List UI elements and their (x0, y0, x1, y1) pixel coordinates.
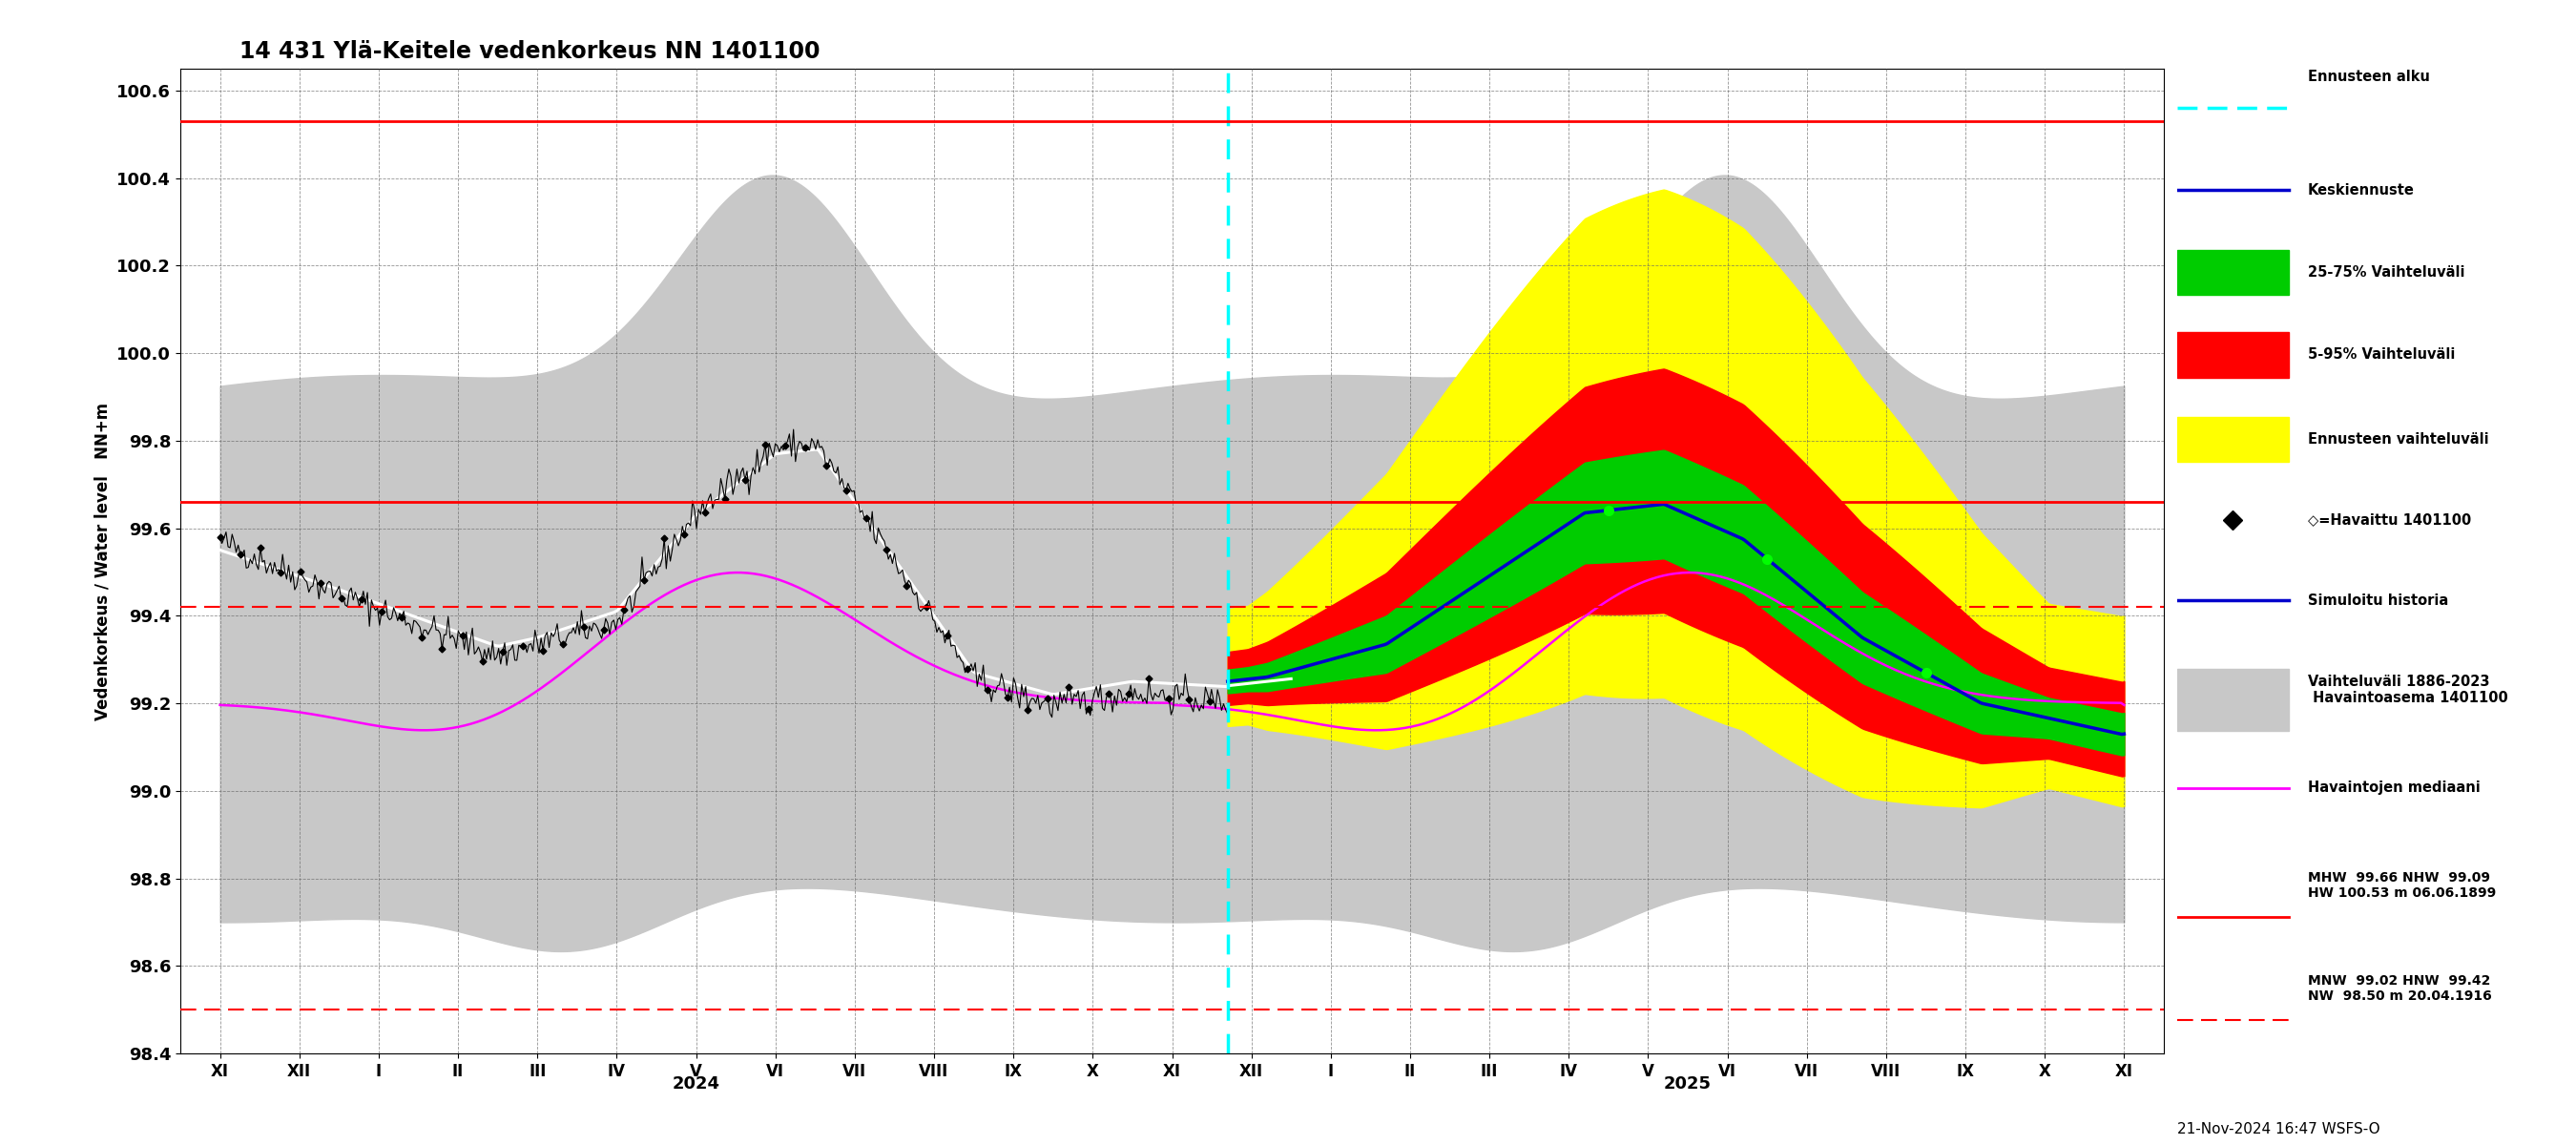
Text: Keskiennuste: Keskiennuste (2308, 183, 2414, 197)
Bar (2177, 332, 2287, 378)
Text: 21-Nov-2024 16:47 WSFS-O: 21-Nov-2024 16:47 WSFS-O (2177, 1122, 2380, 1136)
Text: 2024: 2024 (672, 1075, 719, 1092)
Text: 25-75% Vaihteluväli: 25-75% Vaihteluväli (2308, 266, 2465, 279)
Text: ◇=Havaittu 1401100: ◇=Havaittu 1401100 (2308, 513, 2470, 527)
Text: Simuloitu historia: Simuloitu historia (2308, 593, 2447, 607)
Text: Ennusteen vaihteluväli: Ennusteen vaihteluväli (2308, 433, 2488, 447)
Bar (2177, 417, 2287, 463)
Text: 2025: 2025 (1664, 1075, 1710, 1092)
Text: 14 431 Ylä-Keitele vedenkorkeus NN 1401100: 14 431 Ylä-Keitele vedenkorkeus NN 14011… (240, 40, 819, 63)
Y-axis label: Vedenkorkeus / Water level   NN+m: Vedenkorkeus / Water level NN+m (95, 402, 111, 720)
Text: 5-95% Vaihteluväli: 5-95% Vaihteluväli (2308, 348, 2455, 362)
Text: Ennusteen alku: Ennusteen alku (2308, 70, 2429, 84)
Text: Vaihteluväli 1886-2023
 Havaintoasema 1401100: Vaihteluväli 1886-2023 Havaintoasema 140… (2308, 674, 2506, 705)
Text: Havaintojen mediaani: Havaintojen mediaani (2308, 781, 2481, 795)
Bar (2177, 669, 2287, 731)
Bar (2177, 250, 2287, 295)
Text: MNW  99.02 HNW  99.42
NW  98.50 m 20.04.1916: MNW 99.02 HNW 99.42 NW 98.50 m 20.04.191… (2308, 974, 2491, 1003)
Text: MHW  99.66 NHW  99.09
HW 100.53 m 06.06.1899: MHW 99.66 NHW 99.09 HW 100.53 m 06.06.18… (2308, 871, 2496, 900)
